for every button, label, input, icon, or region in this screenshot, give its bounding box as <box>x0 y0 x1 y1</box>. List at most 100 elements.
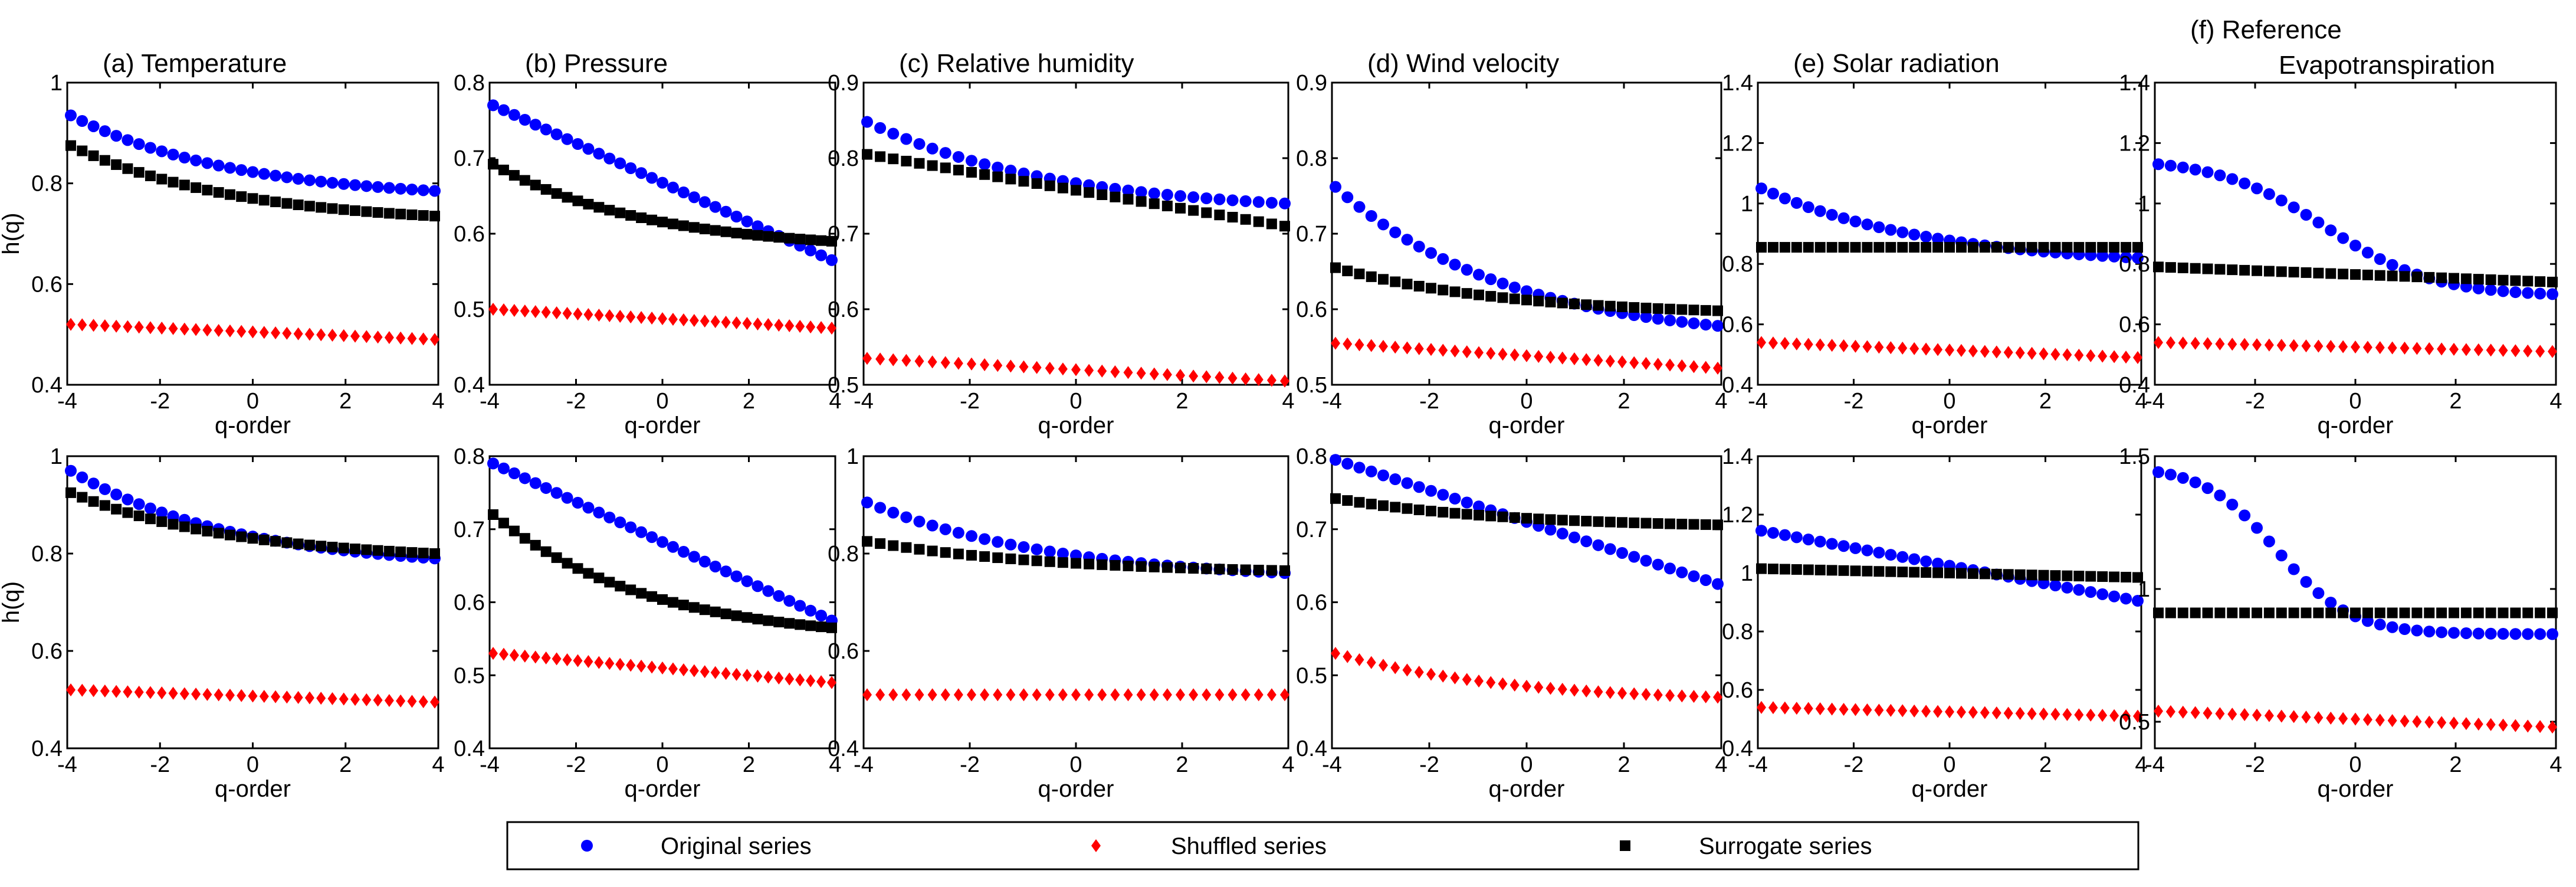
series-surrogate <box>1330 493 1723 531</box>
y-tick-label: 0.8 <box>31 172 63 197</box>
data-point-surrogate <box>1044 180 1055 191</box>
data-point-surrogate <box>927 160 938 171</box>
data-point-surrogate <box>1084 187 1095 198</box>
data-point-shuffled <box>710 315 720 328</box>
data-point-surrogate <box>2014 242 2026 253</box>
data-point-surrogate <box>1533 513 1544 525</box>
data-point-original <box>1544 523 1557 536</box>
data-point-shuffled <box>1509 348 1520 362</box>
x-tick-label: 4 <box>1282 389 1294 414</box>
data-point-shuffled <box>1354 338 1364 352</box>
data-point-original <box>1122 184 1134 197</box>
data-point-shuffled <box>134 320 144 334</box>
series-original <box>487 457 838 627</box>
data-point-original <box>508 109 520 121</box>
data-point-shuffled <box>1253 688 1264 702</box>
data-point-surrogate <box>2097 571 2108 582</box>
data-point-surrogate <box>2510 275 2521 286</box>
data-point-shuffled <box>1921 705 1931 718</box>
data-point-surrogate <box>2227 264 2238 276</box>
data-point-surrogate <box>688 602 700 613</box>
data-point-original <box>1239 195 1252 207</box>
x-tick-label: 4 <box>432 389 444 414</box>
data-point-original <box>383 182 395 194</box>
data-point-surrogate <box>2038 242 2049 253</box>
data-point-original <box>979 158 991 171</box>
data-point-surrogate <box>247 533 258 544</box>
x-tick-label: 4 <box>1715 389 1727 414</box>
data-point-shuffled <box>1713 361 1722 375</box>
data-point-original <box>2275 549 2288 562</box>
y-tick-label: 1 <box>2138 192 2150 217</box>
data-point-original <box>497 462 510 474</box>
data-point-surrogate <box>1426 505 1436 516</box>
data-point-shuffled <box>2121 351 2131 364</box>
data-point-surrogate <box>615 581 626 592</box>
data-point-shuffled <box>407 332 417 345</box>
data-point-shuffled <box>2362 341 2372 354</box>
x-tick-label: 0 <box>247 389 259 414</box>
data-point-surrogate <box>2062 570 2073 581</box>
data-point-shuffled <box>271 690 281 703</box>
data-point-original <box>1688 570 1700 582</box>
data-point-shuffled <box>88 319 99 332</box>
data-point-shuffled <box>2461 343 2471 356</box>
data-point-original <box>2374 253 2386 266</box>
data-point-surrogate <box>2498 607 2509 618</box>
data-point-shuffled <box>795 673 805 686</box>
data-point-shuffled <box>594 656 604 669</box>
data-point-original <box>2509 628 2522 640</box>
x-axis-label: q-order <box>1489 776 1565 802</box>
data-point-shuffled <box>914 355 924 368</box>
data-point-surrogate <box>327 203 338 214</box>
data-point-surrogate <box>2411 607 2423 618</box>
data-point-shuffled <box>1522 679 1531 693</box>
data-point-shuffled <box>700 665 710 679</box>
data-point-shuffled <box>1909 342 1919 355</box>
data-point-shuffled <box>530 305 540 318</box>
data-point-surrogate <box>1214 564 1225 575</box>
data-point-surrogate <box>2109 242 2120 253</box>
data-point-shuffled <box>914 688 924 702</box>
data-point-original <box>2263 188 2275 200</box>
y-tick-label: 0.5 <box>454 663 485 688</box>
data-point-shuffled <box>742 669 752 682</box>
data-point-surrogate <box>488 509 498 520</box>
data-point-shuffled <box>1354 653 1364 666</box>
data-point-original <box>561 492 573 504</box>
data-point-surrogate <box>562 558 573 569</box>
data-point-shuffled <box>2375 713 2385 727</box>
data-point-surrogate <box>2460 273 2472 284</box>
data-point-shuffled <box>384 331 394 344</box>
x-tick-label: 0 <box>1520 752 1533 777</box>
data-point-shuffled <box>430 695 439 709</box>
data-point-surrogate <box>1426 283 1436 294</box>
x-axis-label: q-order <box>2318 413 2394 438</box>
data-point-shuffled <box>710 666 720 679</box>
data-point-original <box>2534 287 2547 300</box>
data-point-shuffled <box>1945 705 1954 719</box>
series-shuffled <box>488 647 836 689</box>
data-point-original <box>572 138 584 150</box>
data-point-shuffled <box>967 688 976 702</box>
data-point-shuffled <box>1390 661 1400 675</box>
data-point-shuffled <box>1862 340 1872 354</box>
data-point-shuffled <box>2039 347 2049 361</box>
data-point-surrogate <box>741 228 753 240</box>
data-point-shuffled <box>1677 689 1687 703</box>
series-shuffled <box>862 688 1289 702</box>
data-point-surrogate <box>720 608 731 620</box>
data-point-original <box>688 191 700 204</box>
data-point-shuffled <box>2154 336 2163 349</box>
data-point-surrogate <box>1944 242 1955 253</box>
data-point-original <box>540 123 552 136</box>
data-point-shuffled <box>1862 703 1872 716</box>
data-point-surrogate <box>1688 305 1699 316</box>
data-point-shuffled <box>1438 669 1448 683</box>
data-point-original <box>614 516 626 529</box>
y-tick-label: 0.4 <box>1722 737 1753 761</box>
data-point-surrogate <box>992 171 1003 182</box>
data-point-original <box>1265 197 1278 209</box>
data-point-surrogate <box>966 549 977 561</box>
